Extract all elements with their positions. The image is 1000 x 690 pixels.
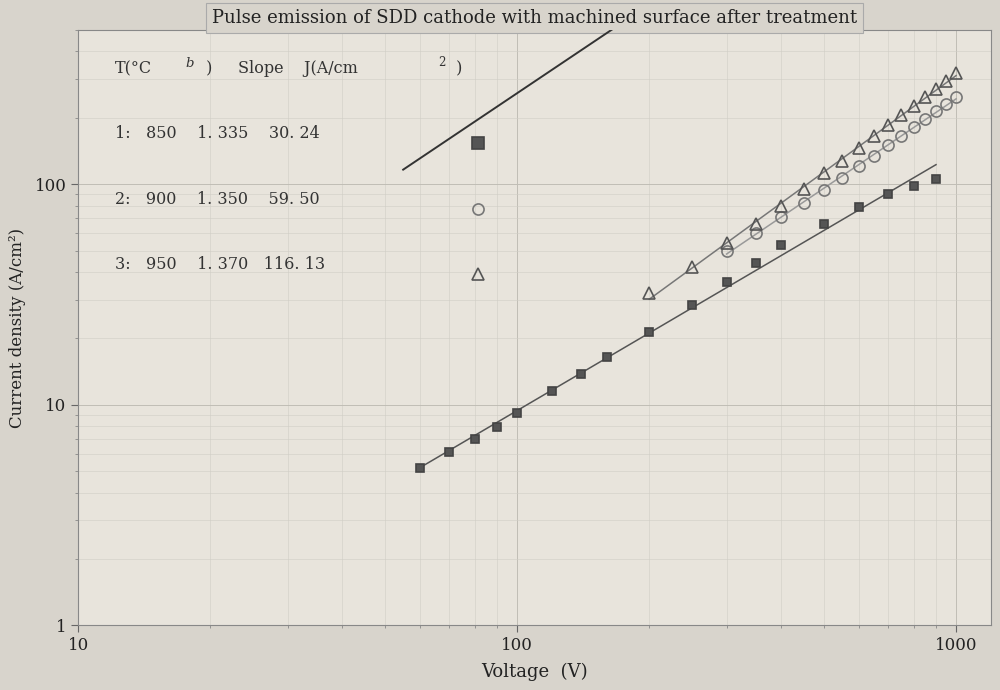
Text: 2:   900    1. 350    59. 50: 2: 900 1. 350 59. 50 <box>115 191 319 208</box>
Text: b: b <box>186 57 194 70</box>
X-axis label: Voltage  (V): Voltage (V) <box>481 662 588 681</box>
Text: 3:   950    1. 370   116. 13: 3: 950 1. 370 116. 13 <box>115 257 325 273</box>
Text: ): ) <box>451 60 462 77</box>
Text: T(°C: T(°C <box>115 60 152 77</box>
Title: Pulse emission of SDD cathode with machined surface after treatment: Pulse emission of SDD cathode with machi… <box>212 9 857 27</box>
Y-axis label: Current density (A/cm²): Current density (A/cm²) <box>9 228 26 428</box>
Text: )     Slope    J(A/cm: ) Slope J(A/cm <box>201 60 358 77</box>
Text: 1:   850    1. 335    30. 24: 1: 850 1. 335 30. 24 <box>115 126 319 142</box>
Text: 2: 2 <box>439 56 446 69</box>
